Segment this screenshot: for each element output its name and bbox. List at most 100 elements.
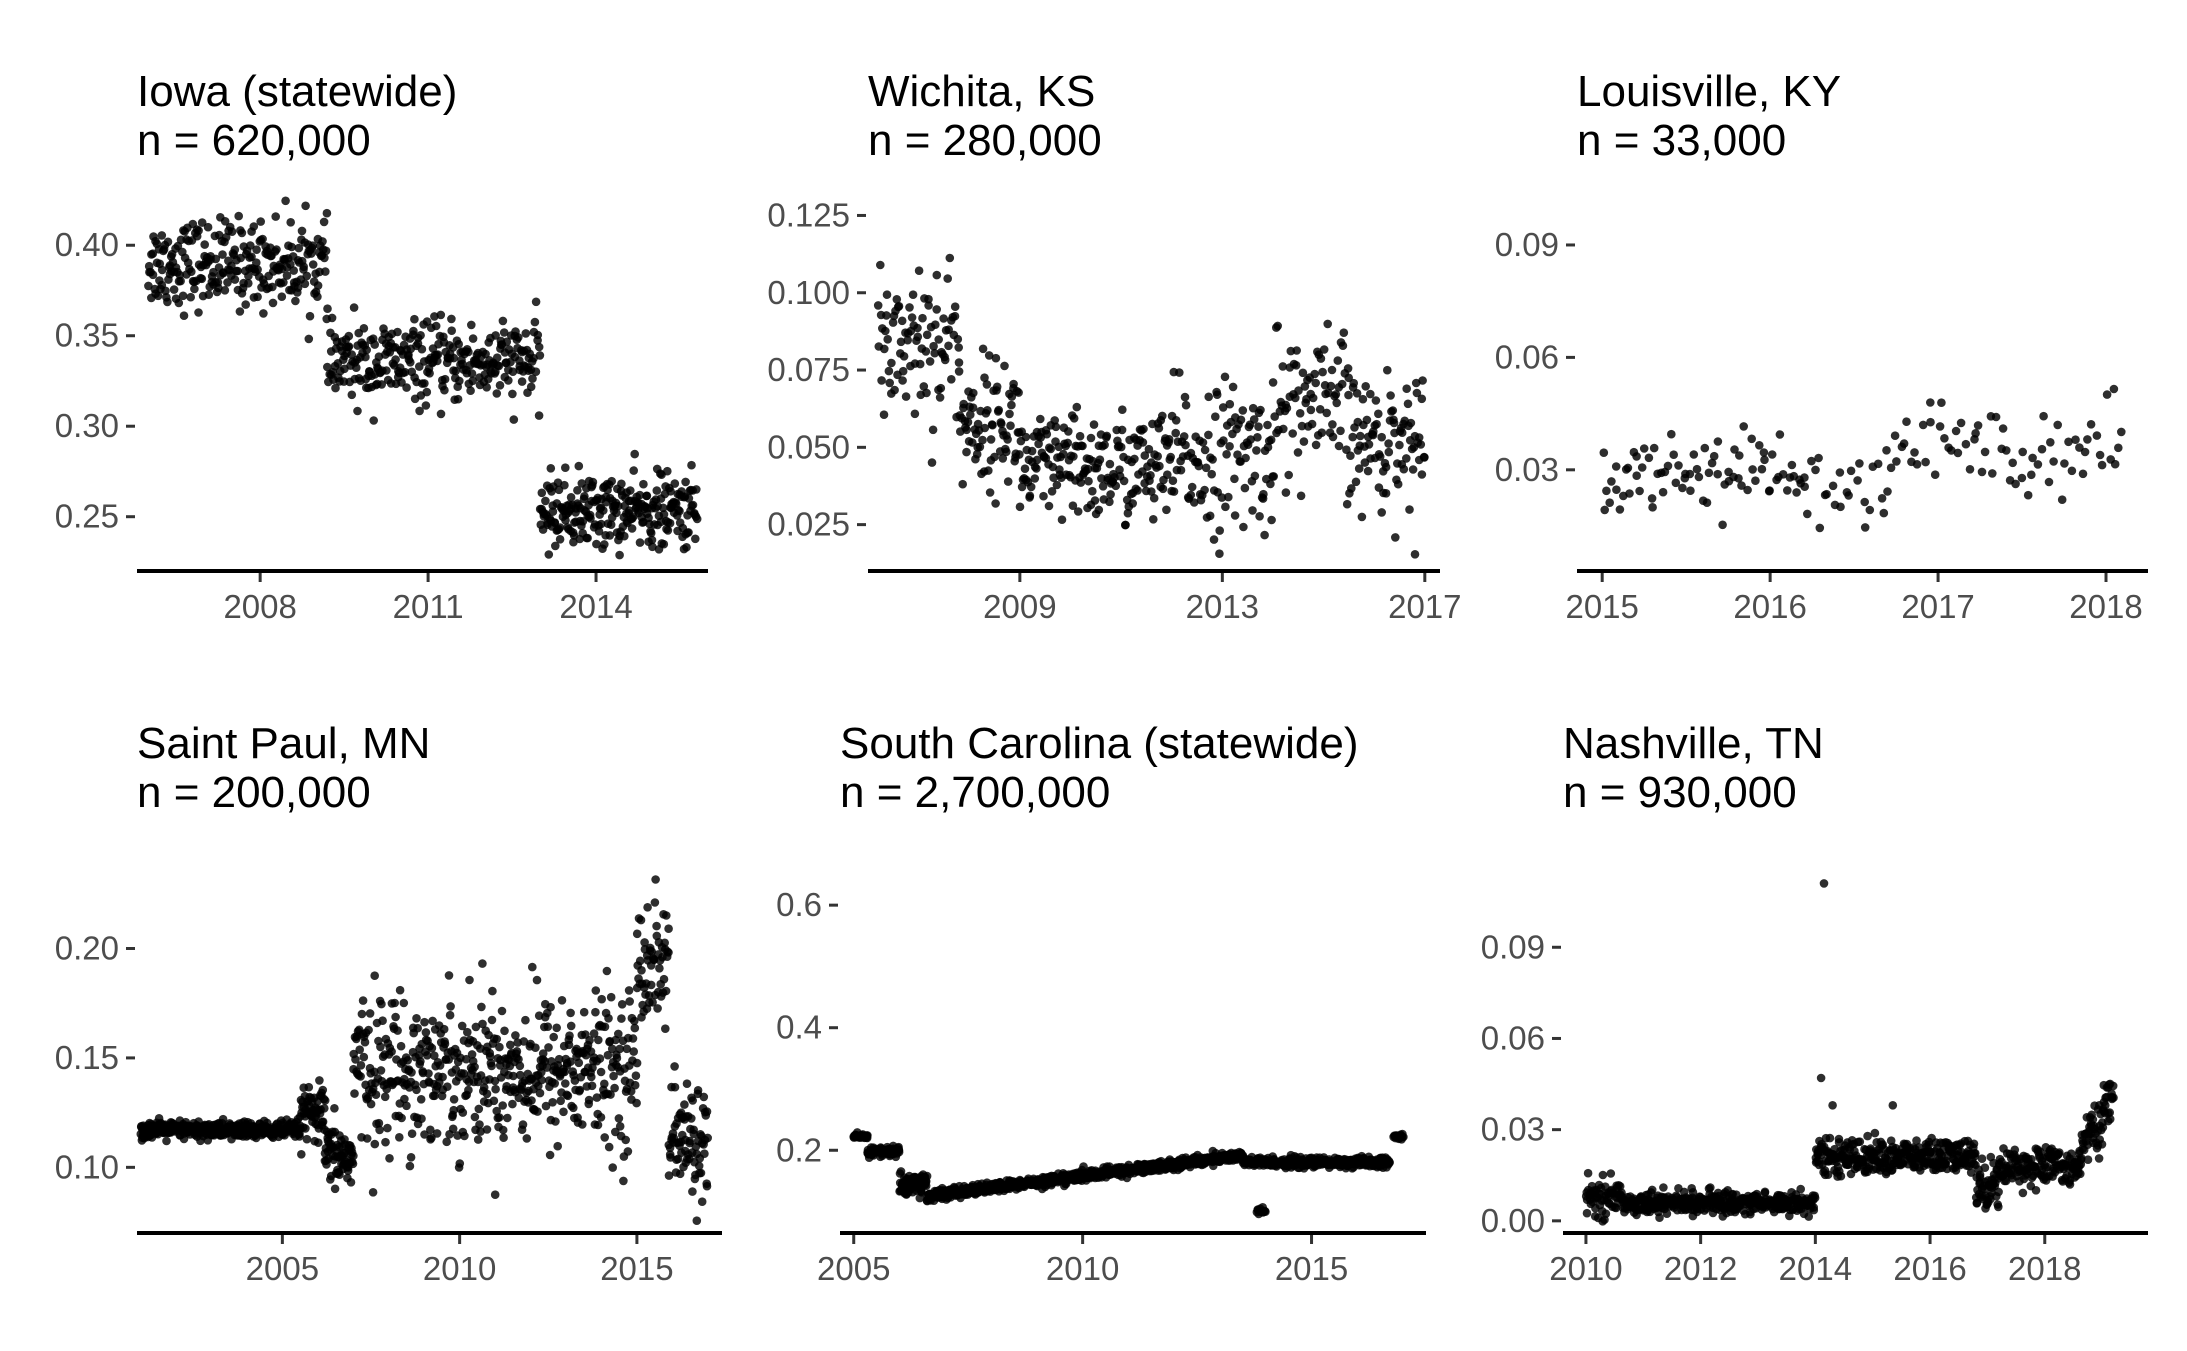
data-point: [639, 479, 648, 489]
data-point: [950, 302, 960, 312]
data-point: [424, 1069, 433, 1078]
data-point: [1068, 501, 1078, 511]
data-point: [495, 1042, 504, 1052]
data-point: [527, 1096, 536, 1105]
data-point: [1892, 457, 1901, 466]
data-point: [344, 342, 354, 351]
data-point: [397, 1113, 406, 1123]
data-point: [1282, 403, 1292, 413]
data-point: [596, 1067, 606, 1077]
data-point: [420, 1130, 429, 1139]
data-point: [665, 518, 675, 528]
data-point: [1783, 486, 1792, 495]
data-point: [1759, 448, 1769, 457]
data-point: [1381, 489, 1391, 498]
data-point: [593, 1120, 603, 1130]
data-point: [1027, 446, 1037, 456]
data-point: [1853, 476, 1862, 485]
data-point: [1811, 465, 1820, 475]
x-tick-label: 2016: [1893, 1250, 1966, 1287]
data-point: [978, 435, 987, 445]
x-tick-label: 2014: [1779, 1250, 1852, 1287]
x-tick-label: 2013: [1186, 588, 1259, 625]
data-point: [1860, 523, 1870, 532]
data-point: [1130, 454, 1139, 464]
data-point: [1328, 420, 1337, 429]
data-point: [565, 1031, 574, 1040]
data-point: [696, 1168, 706, 1178]
data-point: [420, 1017, 429, 1027]
data-point: [985, 488, 995, 497]
data-point: [1121, 520, 1130, 530]
data-point: [197, 218, 207, 227]
data-point: [396, 1041, 406, 1051]
data-point: [234, 211, 243, 221]
data-point: [648, 998, 657, 1007]
data-point: [370, 1067, 379, 1077]
data-point: [194, 226, 203, 235]
y-tick-label: 0.06: [1481, 1019, 1545, 1056]
data-point: [1266, 479, 1275, 489]
data-point: [1079, 1162, 1088, 1171]
data-point: [1144, 444, 1154, 454]
data-point: [606, 992, 616, 1002]
data-point: [467, 320, 476, 330]
data-point: [1669, 450, 1678, 460]
data-point: [256, 217, 266, 226]
data-point: [1069, 452, 1078, 461]
data-point: [220, 217, 230, 226]
data-point: [1209, 535, 1219, 544]
data-point: [1090, 496, 1100, 505]
data-point: [512, 1047, 522, 1056]
data-point: [1347, 484, 1356, 493]
data-point: [894, 1147, 904, 1157]
data-point: [534, 411, 544, 420]
data-point: [588, 1063, 597, 1073]
data-point: [2033, 460, 2043, 469]
data-point: [1253, 433, 1262, 442]
data-point: [449, 1105, 459, 1115]
data-point: [174, 298, 184, 308]
data-point: [2011, 479, 2020, 489]
data-point: [962, 425, 971, 435]
data-point: [330, 1104, 339, 1113]
data-point: [913, 332, 923, 342]
data-point: [1181, 440, 1190, 450]
data-point: [928, 425, 938, 435]
data-point: [371, 1090, 381, 1099]
data-point: [2102, 390, 2112, 399]
data-point: [1961, 439, 1971, 449]
data-point: [617, 479, 626, 489]
data-point: [569, 537, 578, 547]
data-point: [521, 1015, 530, 1025]
data-point: [320, 253, 329, 263]
data-point: [561, 1079, 570, 1088]
panel-title: South Carolina (statewide): [840, 719, 1358, 768]
data-point: [1158, 411, 1167, 421]
data-point: [1810, 1193, 1820, 1203]
data-point: [348, 1159, 358, 1169]
data-point: [1034, 439, 1043, 449]
data-point: [978, 344, 988, 354]
data-point: [426, 1125, 435, 1135]
x-tick-label: 2010: [423, 1250, 496, 1287]
data-point: [2067, 466, 2077, 476]
data-point: [368, 1188, 378, 1197]
data-point: [1602, 486, 1611, 496]
data-point: [349, 303, 359, 312]
data-point: [362, 1134, 372, 1143]
panel-south-carolina: South Carolina (statewide) n = 2,700,000…: [776, 719, 1426, 1287]
data-point: [436, 310, 446, 320]
data-point: [344, 331, 354, 341]
data-point: [528, 962, 537, 972]
data-point: [313, 292, 322, 302]
data-point: [702, 1107, 712, 1116]
data-point: [1042, 429, 1052, 439]
data-point: [253, 292, 262, 302]
panel-subtitle: n = 280,000: [868, 116, 1102, 165]
data-point: [1644, 453, 1654, 463]
data-point: [596, 519, 606, 529]
data-point: [1205, 511, 1215, 521]
data-point: [700, 1149, 709, 1158]
data-point: [356, 1061, 366, 1070]
